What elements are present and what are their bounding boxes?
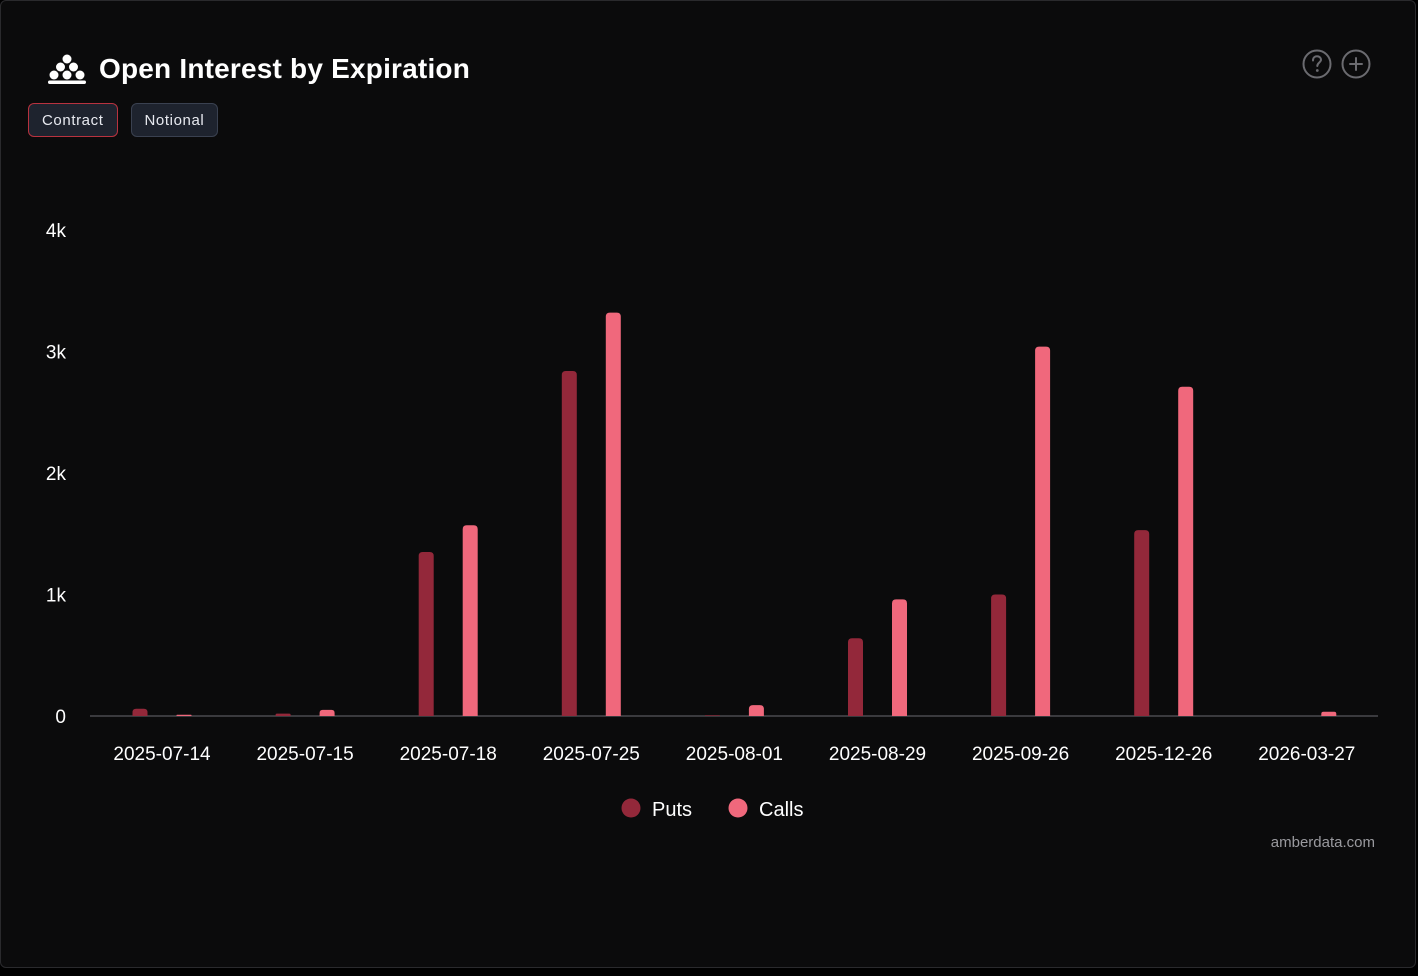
call-bar[interactable] [176, 714, 192, 716]
call-bar[interactable] [319, 709, 335, 716]
call-bar[interactable] [1321, 711, 1337, 716]
amberdata-watermark: amberdata.com [1270, 834, 1375, 851]
notional-toggle-button[interactable]: Notional [130, 103, 219, 137]
panel-header: Open Interest by Expiration [45, 47, 470, 91]
call-bar[interactable] [1178, 386, 1194, 716]
call-bar[interactable] [748, 705, 764, 716]
put-bar[interactable] [561, 370, 577, 716]
call-bar[interactable] [892, 599, 907, 716]
legend-calls-label[interactable]: Calls [759, 799, 803, 821]
plus-circle-icon[interactable] [1341, 49, 1371, 79]
x-tick-label: 2025-09-26 [972, 744, 1069, 765]
put-bar[interactable] [275, 713, 291, 716]
call-bar[interactable] [605, 312, 621, 716]
x-tick-label: 2025-07-14 [113, 744, 211, 765]
put-bar[interactable] [848, 638, 863, 716]
x-tick-label: 2025-07-18 [400, 744, 497, 765]
put-bar[interactable] [418, 551, 434, 716]
x-tick-label: 2025-08-01 [686, 744, 783, 765]
x-tick-label: 2025-12-26 [1115, 744, 1212, 765]
unit-toggle-group: Contract Notional [28, 103, 219, 137]
call-bar[interactable] [1035, 346, 1051, 716]
contract-toggle-button[interactable]: Contract [28, 103, 118, 137]
question-circle-icon[interactable] [1302, 49, 1332, 79]
put-bar[interactable] [704, 715, 720, 716]
legend-puts-marker[interactable] [621, 798, 641, 818]
x-tick-label: 2025-07-15 [256, 744, 353, 765]
x-tick-label: 2026-03-27 [1258, 744, 1355, 765]
page-title: Open Interest by Expiration [99, 53, 471, 84]
x-tick-label: 2025-07-25 [543, 744, 640, 765]
put-bar[interactable] [991, 594, 1007, 717]
x-tick-label: 2025-08-29 [829, 744, 926, 765]
put-bar[interactable] [1134, 530, 1150, 716]
y-tick-label: 1k [46, 586, 67, 607]
y-tick-label: 4k [46, 221, 67, 242]
put-bar[interactable] [132, 708, 148, 716]
open-interest-chart: 0 1k 2k 3k 4k 2025-07-14 2025-07-15 2025-07-18 2… [46, 221, 1378, 821]
y-tick-label: 2k [46, 464, 67, 485]
legend-calls-marker[interactable] [728, 798, 748, 818]
y-tick-label: 3k [46, 343, 67, 364]
call-bar[interactable] [462, 525, 478, 716]
legend-puts-label[interactable]: Puts [652, 799, 692, 821]
y-tick-label: 0 [55, 707, 66, 728]
amberdata-logo-icon [48, 54, 86, 84]
